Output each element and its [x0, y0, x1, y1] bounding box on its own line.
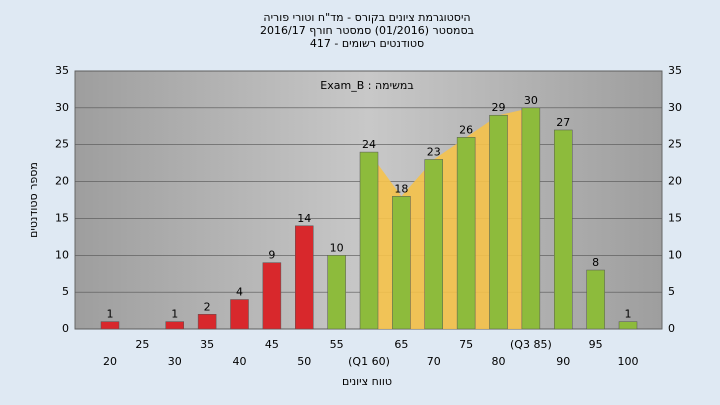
annotation: Exam_B : במשימה	[320, 79, 413, 92]
x-tick-label: 70	[427, 355, 441, 368]
y-tick-label: 30	[55, 101, 69, 114]
bar	[554, 129, 573, 330]
y2-tick-label: 15	[668, 211, 682, 224]
bar	[359, 151, 379, 330]
y2-tick-label: 25	[668, 138, 682, 151]
x-tick-label: 95	[589, 338, 603, 351]
data-label: 10	[330, 241, 344, 254]
data-label: 24	[362, 138, 376, 151]
y-tick-label: 0	[62, 322, 69, 335]
x-tick-label: 55	[330, 338, 344, 351]
y2-tick-label: 5	[668, 285, 675, 298]
data-label: 8	[592, 256, 599, 269]
y-tick-label: 20	[55, 175, 69, 188]
bar	[230, 299, 249, 330]
y-tick-label: 35	[55, 64, 69, 77]
data-label: 23	[427, 145, 441, 158]
x-axis-label: טווח ציונים	[342, 375, 392, 388]
x-tick-label: 80	[492, 355, 506, 368]
data-label: 29	[492, 101, 506, 114]
y2-tick-label: 0	[668, 322, 675, 335]
bar	[456, 137, 476, 330]
data-label: 9	[268, 249, 275, 262]
bar	[521, 107, 541, 330]
y-tick-label: 10	[55, 248, 69, 261]
bar	[586, 269, 605, 330]
x-tick-label: (Q3 85)	[510, 338, 552, 351]
data-label: 27	[556, 116, 570, 129]
bar	[197, 314, 217, 330]
x-tick-label: 30	[168, 355, 182, 368]
data-label: 30	[524, 94, 538, 107]
x-tick-label: 25	[135, 338, 149, 351]
data-label: 26	[459, 123, 473, 136]
x-tick-label: 65	[394, 338, 408, 351]
x-tick-label: 35	[200, 338, 214, 351]
bar	[100, 321, 120, 330]
bar	[295, 225, 314, 330]
chart-title: היסטוגרמת ציונים בקורס - מד"ח וטורי פורי…	[263, 11, 470, 24]
y-tick-label: 5	[62, 285, 69, 298]
data-label: 18	[394, 182, 408, 195]
y-tick-label: 15	[55, 211, 69, 224]
chart-subtitle: סטודנטים רשומים - 417	[310, 37, 424, 50]
x-tick-label: 50	[297, 355, 311, 368]
y-axis-label: מספר סטודנטים	[27, 162, 40, 238]
x-tick-label: 40	[233, 355, 247, 368]
bar	[424, 159, 443, 330]
chart-subtitle: בסמסטר (01/2016) סמסטר חורף 2016/17	[260, 24, 474, 37]
x-tick-label: 20	[103, 355, 117, 368]
data-label: 1	[625, 308, 632, 321]
y2-tick-label: 30	[668, 101, 682, 114]
data-label: 1	[107, 308, 114, 321]
y2-tick-label: 35	[668, 64, 682, 77]
x-tick-label: 75	[459, 338, 473, 351]
bar	[618, 321, 638, 330]
x-tick-label: (Q1 60)	[348, 355, 390, 368]
x-tick-label: 100	[618, 355, 639, 368]
data-label: 2	[204, 300, 211, 313]
bar	[262, 262, 282, 330]
y2-tick-label: 20	[668, 175, 682, 188]
y2-tick-label: 10	[668, 248, 682, 261]
bar	[327, 255, 346, 330]
data-label: 4	[236, 286, 243, 299]
bar	[392, 196, 411, 330]
bar	[165, 321, 184, 330]
x-tick-label: 45	[265, 338, 279, 351]
x-tick-label: 90	[556, 355, 570, 368]
data-label: 1	[171, 308, 178, 321]
y-tick-label: 25	[55, 138, 69, 151]
data-label: 14	[297, 212, 311, 225]
bar	[489, 114, 508, 330]
